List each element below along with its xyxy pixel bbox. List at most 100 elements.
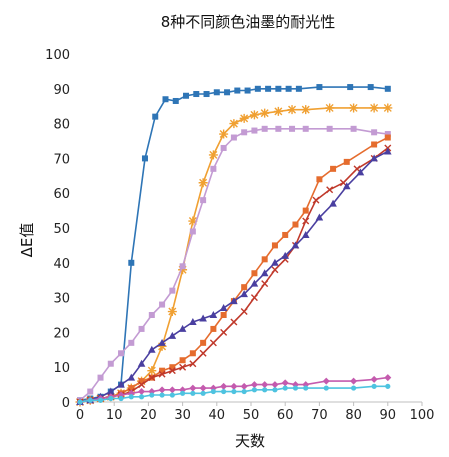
data-point bbox=[275, 125, 282, 132]
data-point bbox=[351, 385, 357, 391]
data-point bbox=[169, 287, 176, 294]
data-point bbox=[271, 258, 279, 266]
data-point bbox=[241, 388, 247, 395]
data-point bbox=[189, 360, 197, 368]
data-point bbox=[326, 186, 334, 194]
data-point bbox=[224, 89, 231, 96]
data-point bbox=[289, 125, 296, 132]
data-point bbox=[200, 339, 207, 346]
series-3 bbox=[77, 125, 391, 404]
data-point bbox=[230, 134, 237, 141]
series-line bbox=[79, 150, 389, 403]
x-axis-label: 天数 bbox=[235, 432, 265, 450]
series-1 bbox=[77, 84, 391, 404]
data-point bbox=[189, 384, 197, 392]
data-point bbox=[231, 388, 237, 395]
data-point bbox=[230, 318, 238, 326]
data-point bbox=[159, 367, 166, 374]
data-point bbox=[339, 179, 347, 187]
series-line bbox=[79, 128, 388, 401]
data-point bbox=[128, 339, 135, 346]
data-point bbox=[353, 165, 361, 173]
data-point bbox=[271, 266, 279, 274]
series-line bbox=[79, 107, 388, 403]
y-tick-label: 10 bbox=[53, 361, 70, 376]
data-point bbox=[97, 374, 104, 381]
data-point bbox=[158, 386, 166, 394]
data-point bbox=[189, 317, 197, 325]
data-point bbox=[349, 103, 359, 113]
data-point bbox=[262, 387, 268, 393]
data-point bbox=[169, 392, 175, 398]
y-tick-label: 80 bbox=[53, 118, 70, 133]
data-point bbox=[213, 89, 220, 96]
data-point bbox=[128, 385, 135, 392]
data-point bbox=[356, 168, 365, 176]
data-point bbox=[159, 392, 165, 398]
data-point bbox=[285, 85, 292, 92]
data-point bbox=[250, 279, 259, 287]
data-point bbox=[77, 399, 83, 405]
data-point bbox=[260, 108, 270, 118]
data-point bbox=[189, 228, 196, 235]
data-point bbox=[220, 328, 228, 336]
data-point bbox=[199, 349, 207, 357]
data-point bbox=[183, 92, 190, 99]
data-point bbox=[347, 84, 354, 91]
data-point bbox=[312, 196, 320, 204]
data-point bbox=[371, 383, 377, 389]
data-point bbox=[178, 265, 188, 275]
data-point bbox=[384, 131, 391, 138]
data-point bbox=[244, 87, 251, 94]
y-axis-label: ΔE值 bbox=[18, 223, 36, 258]
data-point bbox=[369, 103, 379, 113]
series-4 bbox=[77, 134, 391, 405]
data-point bbox=[219, 129, 229, 139]
data-point bbox=[138, 394, 145, 400]
data-point bbox=[303, 385, 309, 391]
data-point bbox=[250, 294, 258, 302]
data-point bbox=[371, 141, 378, 148]
series-line bbox=[79, 147, 389, 403]
data-point bbox=[367, 84, 374, 91]
x-tick-label: 90 bbox=[380, 408, 397, 423]
data-point bbox=[127, 373, 136, 381]
y-tick-label: 100 bbox=[45, 48, 70, 63]
data-point bbox=[384, 134, 391, 141]
data-point bbox=[117, 380, 125, 388]
data-point bbox=[138, 388, 146, 396]
data-point bbox=[128, 259, 135, 266]
data-point bbox=[87, 388, 94, 395]
x-tick-label: 40 bbox=[209, 408, 226, 423]
data-point bbox=[137, 359, 146, 367]
data-point bbox=[273, 106, 283, 116]
x-tick-label: 30 bbox=[174, 408, 191, 423]
data-point bbox=[147, 366, 157, 376]
data-point bbox=[260, 269, 269, 277]
data-point bbox=[251, 127, 258, 134]
data-point bbox=[385, 383, 391, 389]
x-tick-label: 20 bbox=[140, 408, 157, 423]
data-point bbox=[179, 363, 187, 371]
data-point bbox=[149, 392, 155, 398]
data-point bbox=[287, 105, 297, 115]
data-point bbox=[190, 390, 196, 396]
series-line bbox=[79, 136, 389, 403]
data-point bbox=[250, 381, 258, 389]
series-line bbox=[79, 86, 388, 402]
y-tick-label: 30 bbox=[53, 292, 70, 307]
series-5 bbox=[76, 144, 392, 406]
data-point bbox=[179, 263, 186, 270]
y-tick-label: 20 bbox=[53, 326, 70, 341]
data-point bbox=[138, 325, 145, 332]
data-point bbox=[148, 345, 156, 353]
x-tick-label: 80 bbox=[345, 408, 362, 423]
y-tick-label: 0 bbox=[62, 396, 70, 411]
y-tick-label: 60 bbox=[53, 187, 70, 202]
data-point bbox=[220, 312, 227, 318]
data-point bbox=[384, 85, 391, 92]
data-point bbox=[162, 96, 169, 103]
data-point bbox=[193, 91, 200, 98]
data-point bbox=[210, 325, 217, 332]
